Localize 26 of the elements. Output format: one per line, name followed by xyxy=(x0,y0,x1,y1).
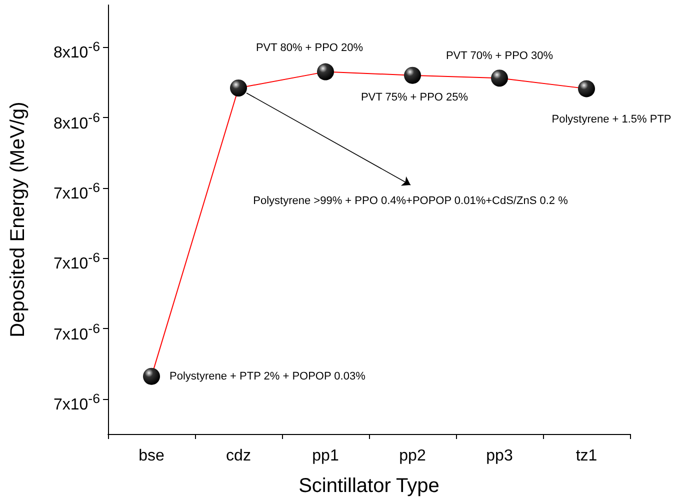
point xyxy=(491,70,508,87)
x-tick-label: pp1 xyxy=(312,448,339,464)
y-tick-label: 7x10$^{-6}$ xyxy=(53,249,100,274)
point xyxy=(143,368,160,385)
annotation: PVT 70% + PPO 30% xyxy=(446,50,554,62)
y-tick-label: 8x10$^{-6}$ xyxy=(53,38,100,64)
y-tick-label: 8x10$^{-6}$ xyxy=(53,108,100,134)
annotation: Polystyrene >99% + PPO 0.4%+POPOP 0.01%+CdS/ZnS 0.2 % xyxy=(253,194,568,207)
point xyxy=(317,63,334,80)
x-axis-title: Scintillator Type xyxy=(298,475,440,497)
x-tick-label: bse xyxy=(138,448,164,464)
x-tick-label: pp3 xyxy=(486,448,513,464)
annotation: Polystyrene + PTP 2% + POPOP 0.03% xyxy=(170,370,366,382)
y-tick-label: 7x10$^{-6}$ xyxy=(53,320,100,345)
point xyxy=(230,79,247,96)
annotation: PVT 75% + PPO 25% xyxy=(360,91,468,104)
y-axis-title: Deposited Energy (MeV/g) xyxy=(7,102,29,338)
annotation: Polystyrene + 1.5% PTP xyxy=(552,114,672,126)
x-tick-label: pp2 xyxy=(399,448,426,464)
point xyxy=(404,66,421,84)
x-tick-label: tz1 xyxy=(576,448,598,464)
y-tick-label: 7x10$^{-6}$ xyxy=(53,178,100,204)
x-tick-label: cdz xyxy=(226,448,251,464)
annotation: PVT 80% + PPO 20% xyxy=(256,42,364,54)
y-tick-label: 7x10$^{-6}$ xyxy=(53,390,100,416)
point xyxy=(578,80,595,98)
